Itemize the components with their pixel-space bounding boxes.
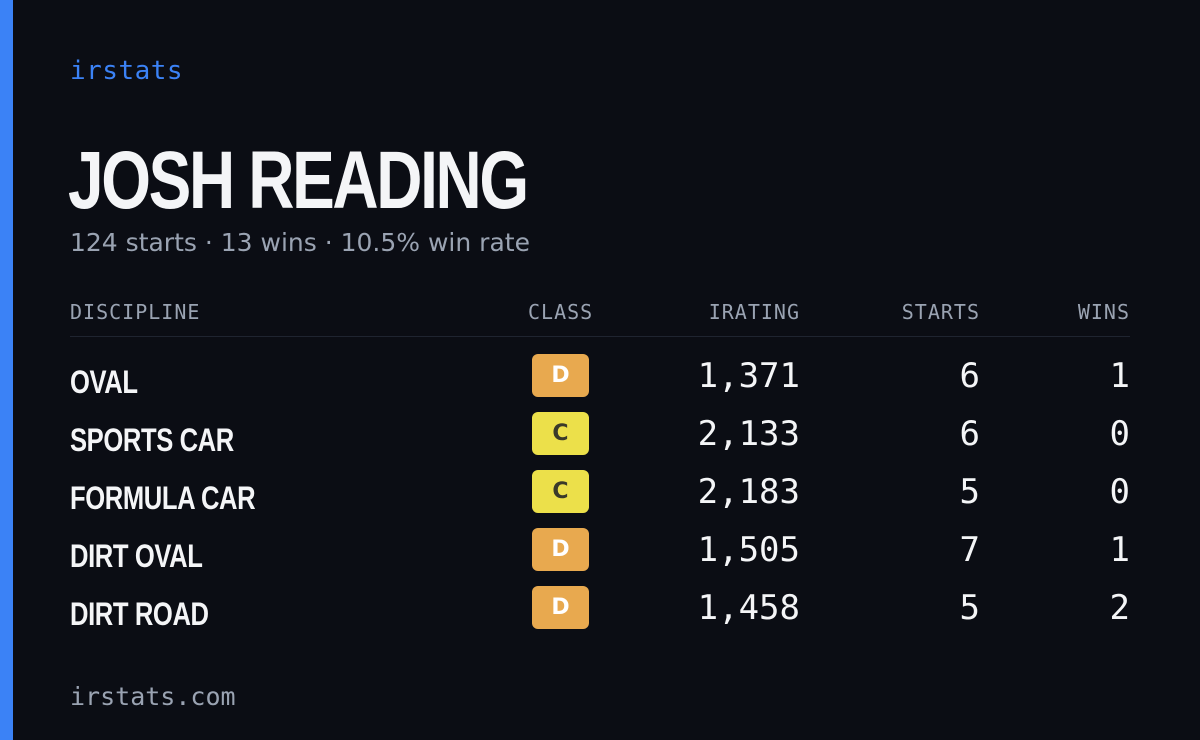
irating-value: 2,183	[697, 472, 800, 512]
header-starts: STARTS	[901, 300, 980, 324]
wins-value: 2	[1109, 588, 1130, 628]
class-badge: C	[532, 412, 589, 455]
class-badge: D	[532, 528, 589, 571]
starts-value: 5	[959, 472, 980, 512]
starts-value: 7	[959, 530, 980, 570]
table-row: FORMULA CAR C 2,183 5 0	[70, 470, 1130, 528]
header-discipline: DISCIPLINE	[70, 300, 201, 324]
class-badge: C	[532, 470, 589, 513]
discipline-name: DIRT ROAD	[70, 596, 209, 632]
irating-value: 1,371	[697, 356, 800, 396]
irating-value: 2,133	[697, 414, 800, 454]
driver-name: JOSH READING	[68, 135, 529, 226]
table-row: OVAL D 1,371 6 1	[70, 354, 1130, 412]
footer-url: irstats.com	[70, 682, 236, 711]
table-row: SPORTS CAR C 2,133 6 0	[70, 412, 1130, 470]
class-badge: D	[532, 586, 589, 629]
brand-logo-text: irstats	[70, 56, 184, 86]
starts-value: 6	[959, 414, 980, 454]
discipline-name: FORMULA CAR	[70, 480, 256, 516]
table-row: DIRT OVAL D 1,505 7 1	[70, 528, 1130, 586]
irating-value: 1,505	[697, 530, 800, 570]
header-class: CLASS	[528, 300, 594, 324]
discipline-name: SPORTS CAR	[70, 422, 234, 458]
starts-value: 5	[959, 588, 980, 628]
wins-value: 0	[1109, 472, 1130, 512]
wins-value: 0	[1109, 414, 1130, 454]
discipline-name: DIRT OVAL	[70, 538, 203, 574]
irating-value: 1,458	[697, 588, 800, 628]
header-wins: WINS	[1077, 300, 1130, 324]
header-irating: IRATING	[708, 300, 800, 324]
driver-summary: 124 starts · 13 wins · 10.5% win rate	[70, 228, 530, 257]
table-header: DISCIPLINE CLASS IRATING STARTS WINS	[70, 296, 1130, 337]
discipline-name: OVAL	[70, 364, 138, 400]
wins-value: 1	[1109, 530, 1130, 570]
table-body: OVAL D 1,371 6 1 SPORTS CAR C 2,133 6 0 …	[70, 354, 1130, 644]
table-row: DIRT ROAD D 1,458 5 2	[70, 586, 1130, 644]
wins-value: 1	[1109, 356, 1130, 396]
discipline-table: DISCIPLINE CLASS IRATING STARTS WINS OVA…	[70, 296, 1130, 644]
class-badge: D	[532, 354, 589, 397]
accent-bar	[0, 0, 13, 740]
starts-value: 6	[959, 356, 980, 396]
